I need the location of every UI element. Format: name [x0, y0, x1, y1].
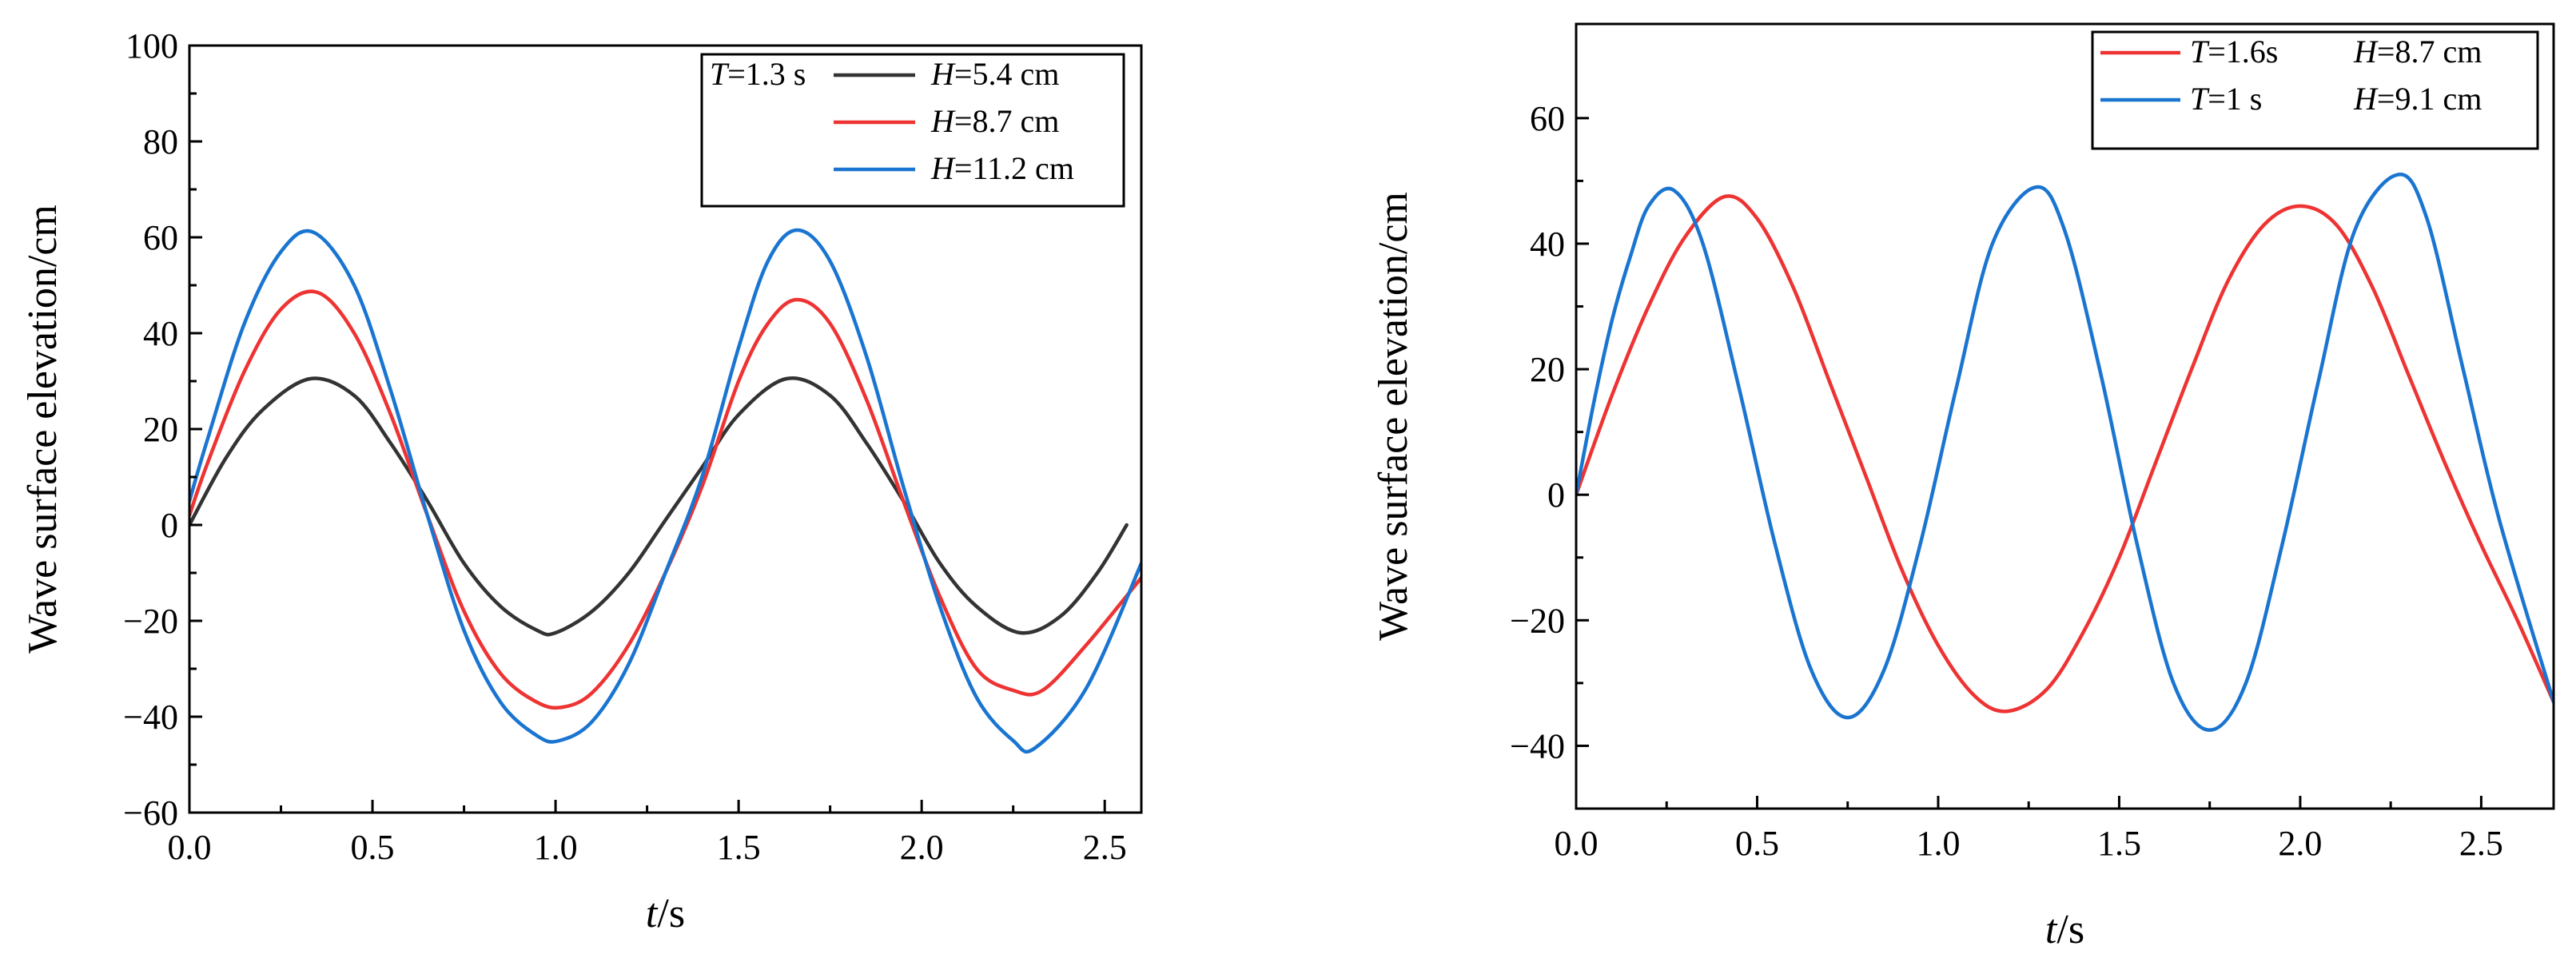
legend: T=1.3 s H=5.4 cm H=8.7 cm H=11.2 cm	[700, 53, 1125, 208]
y-tick-label: 40	[143, 314, 178, 353]
y-tick-label: 80	[143, 122, 178, 161]
plot-frame	[1575, 22, 2555, 810]
legend-label: H=9.1 cm	[2353, 81, 2482, 117]
plot-lines	[1576, 173, 2554, 733]
y-tick-label: 60	[1530, 99, 1565, 138]
left-chart: 0.0 0.5 1.0 1.5 2.0 2.5 −60 −40 −20 0 20 40 60 80 100 W…	[20, 26, 1143, 936]
series-line-3	[189, 228, 1141, 754]
y-axis-title: Wave surface elevation/cm	[20, 205, 66, 654]
x-tick-label: 0.0	[168, 828, 212, 867]
legend-prefix: T=1.3 s	[710, 56, 806, 92]
series-line-1	[189, 376, 1129, 637]
y-tick-label: 0	[1547, 475, 1565, 515]
x-tick-label: 2.5	[1083, 828, 1127, 867]
y-tick-label: 20	[143, 410, 178, 449]
legend-prefix: T=1 s	[2190, 81, 2262, 117]
plot-lines	[189, 228, 1141, 754]
x-tick-label: 1.5	[717, 828, 761, 867]
x-axis-title: t/s	[646, 891, 685, 936]
y-tick-label: −40	[1510, 726, 1565, 765]
series-line-1	[1576, 194, 2554, 714]
x-tick-label: 2.0	[2278, 824, 2322, 863]
x-tick-label: 1.0	[534, 828, 578, 867]
x-tick-label: 0.5	[1735, 824, 1779, 863]
y-axis-title: Wave surface elevation/cm	[1371, 192, 1416, 641]
right-chart: 0.0 0.5 1.0 1.5 2.0 2.5 −40 −20 0 20 40 60 Wave surf…	[1371, 22, 2555, 952]
legend-label: H=8.7 cm	[930, 103, 1059, 139]
y-tick-label: 0	[161, 506, 178, 545]
x-axis-title: t/s	[2045, 907, 2084, 952]
y-tick-label: −60	[123, 793, 178, 833]
y-tick-label: 100	[125, 26, 178, 66]
legend-box	[700, 53, 1125, 208]
y-tick-label: 20	[1530, 350, 1565, 389]
x-tick-label: 2.0	[900, 828, 944, 867]
y-tick-label: 40	[1530, 225, 1565, 264]
legend-prefix: T=1.6s	[2190, 34, 2278, 70]
legend-label: H=5.4 cm	[930, 56, 1059, 92]
x-tick-label: 1.5	[2097, 824, 2141, 863]
x-tick-label: 0.5	[351, 828, 395, 867]
x-tick-label: 0.0	[1555, 824, 1599, 863]
legend-label: H=11.2 cm	[930, 150, 1074, 186]
x-tick-label: 1.0	[1916, 824, 1960, 863]
x-tick-label: 2.5	[2459, 824, 2503, 863]
y-tick-label: −20	[1510, 601, 1565, 640]
legend: T=1.6s H=8.7 cm T=1 s H=9.1 cm	[2091, 30, 2539, 150]
y-tick-label: −20	[123, 602, 178, 641]
y-tick-label: −40	[123, 698, 178, 737]
y-tick-label: 60	[143, 218, 178, 257]
series-line-2	[1576, 173, 2554, 733]
legend-label: H=8.7 cm	[2353, 34, 2482, 70]
